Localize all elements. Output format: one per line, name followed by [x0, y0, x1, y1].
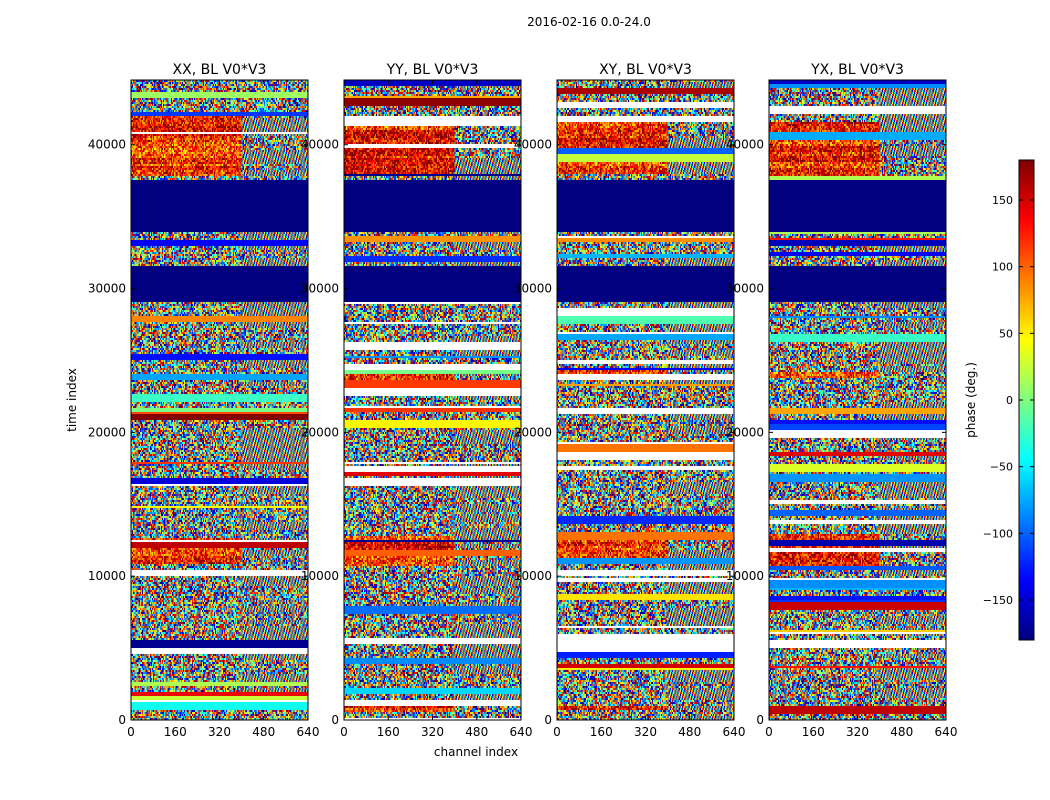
x-tick-label: 640	[935, 725, 958, 739]
colorbar-tick-label: −50	[990, 461, 1013, 474]
y-tick-label: 20000	[514, 425, 552, 439]
colorbar-tick-label: 0	[1006, 394, 1013, 407]
y-tick-label: 40000	[514, 138, 552, 152]
y-tick-label: 10000	[301, 569, 339, 583]
x-tick-label: 320	[208, 725, 231, 739]
x-axis-label: channel index	[434, 745, 518, 759]
heatmap-image-xy	[557, 80, 734, 720]
x-tick-label: 480	[465, 725, 488, 739]
x-tick-label: 320	[634, 725, 657, 739]
colorbar-tick-label: 100	[992, 261, 1013, 274]
x-tick-label: 160	[377, 725, 400, 739]
heatmap-image-yy	[344, 80, 521, 720]
figure-suptitle: 2016-02-16 0.0-24.0	[527, 15, 651, 29]
y-tick-label: 10000	[726, 569, 764, 583]
y-tick-label: 0	[331, 713, 339, 727]
heatmap-image-xx	[131, 80, 308, 720]
y-tick-label: 0	[118, 713, 126, 727]
y-tick-label: 0	[756, 713, 764, 727]
colorbar-tick-label: 150	[992, 194, 1013, 207]
x-tick-label: 480	[890, 725, 913, 739]
y-tick-label: 10000	[88, 569, 126, 583]
y-tick-label: 30000	[514, 282, 552, 296]
x-tick-label: 160	[802, 725, 825, 739]
x-tick-label: 160	[590, 725, 613, 739]
y-tick-label: 40000	[88, 138, 126, 152]
y-tick-label: 20000	[301, 425, 339, 439]
x-tick-label: 640	[297, 725, 320, 739]
panel-title: XY, BL V0*V3	[599, 62, 692, 78]
panels: XX, BL V0*V3 0 160 320 480 640 0 10000 20000 3000…	[88, 62, 958, 739]
y-tick-label: 10000	[514, 569, 552, 583]
y-tick-label: 30000	[88, 282, 126, 296]
x-tick-label: 640	[723, 725, 746, 739]
y-tick-label: 20000	[88, 425, 126, 439]
y-tick-label: 30000	[726, 282, 764, 296]
panel-yx: YX, BL V0*V3 0 160 320 480 640 0 10000 20000 3000…	[726, 62, 958, 739]
panel-title: YX, BL V0*V3	[810, 62, 904, 78]
x-tick-label: 160	[164, 725, 187, 739]
y-tick-label: 40000	[726, 138, 764, 152]
x-tick-label: 0	[553, 725, 561, 739]
y-tick-label: 0	[544, 713, 552, 727]
y-tick-label: 40000	[301, 138, 339, 152]
heatmap-image-yx	[769, 80, 946, 720]
x-tick-label: 0	[765, 725, 773, 739]
panel-xy: XY, BL V0*V3 0 160 320 480 640 0 10000 20000 3000…	[514, 62, 746, 739]
colorbar: −150 −100 −50 0 50 100 150 phase (deg.)	[964, 159, 1035, 641]
panel-title: YY, BL V0*V3	[386, 62, 479, 78]
x-tick-label: 480	[252, 725, 275, 739]
colorbar-ticks: −150 −100 −50 0 50 100 150	[983, 194, 1034, 607]
x-tick-label: 320	[846, 725, 869, 739]
y-tick-label: 30000	[301, 282, 339, 296]
x-tick-label: 0	[127, 725, 135, 739]
x-tick-label: 320	[421, 725, 444, 739]
panel-xx: XX, BL V0*V3 0 160 320 480 640 0 10000 20000 3000…	[88, 62, 320, 739]
colorbar-label: phase (deg.)	[964, 362, 978, 438]
x-tick-label: 480	[678, 725, 701, 739]
colorbar-tick-label: −100	[983, 527, 1013, 540]
colorbar-tick-label: −150	[983, 594, 1013, 607]
x-tick-label: 0	[340, 725, 348, 739]
y-tick-label: 20000	[726, 425, 764, 439]
panel-yy: YY, BL V0*V3 0 160 320 480 640 0 10000 20000 3000…	[301, 62, 533, 739]
panel-title: XX, BL V0*V3	[173, 62, 267, 78]
x-tick-label: 640	[510, 725, 533, 739]
y-axis-label: time index	[65, 368, 79, 432]
colorbar-tick-label: 50	[999, 327, 1013, 340]
